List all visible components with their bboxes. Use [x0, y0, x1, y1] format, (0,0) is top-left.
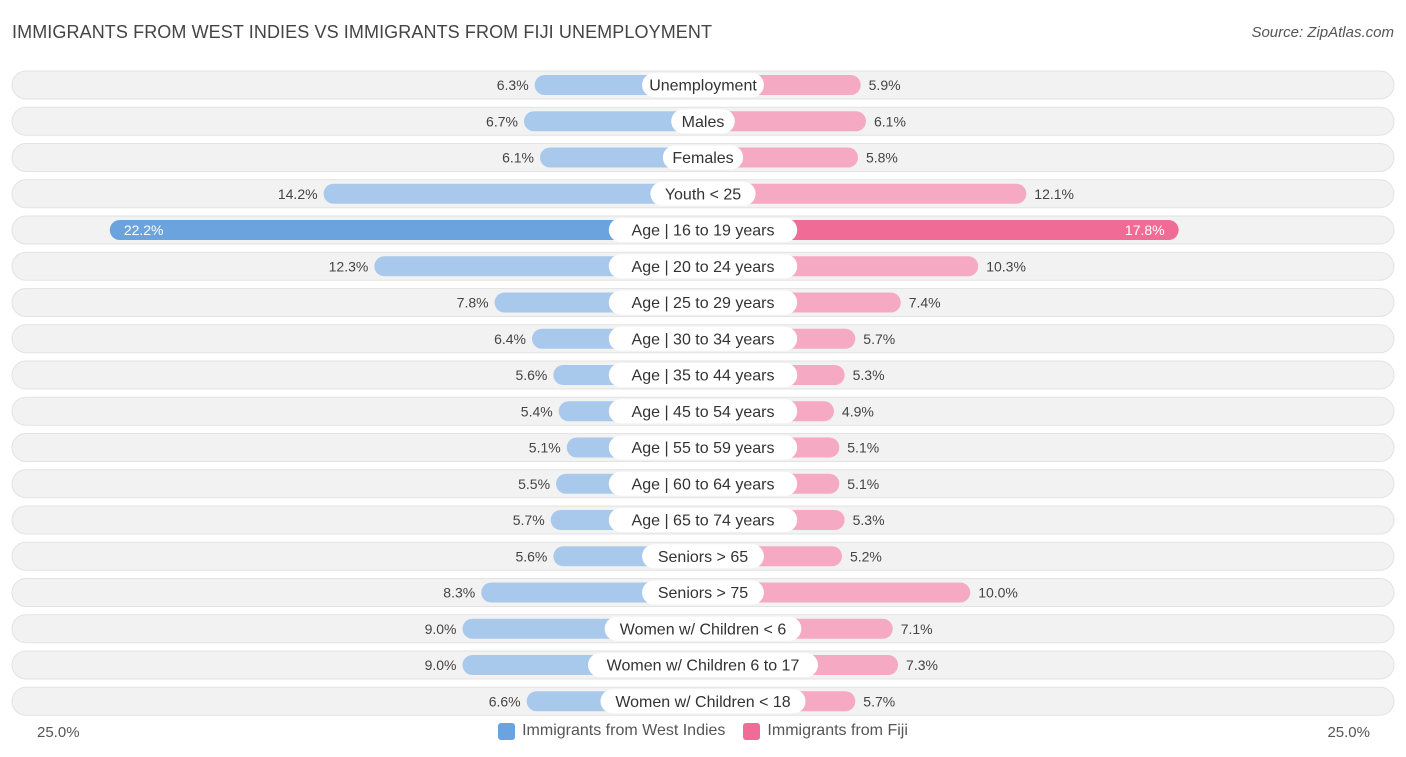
category-label-background: [608, 399, 798, 424]
category-label-background: [662, 145, 744, 170]
category-label-background: [600, 689, 806, 714]
value-label-west-indies: 6.1%: [502, 150, 534, 166]
bar-fiji: [703, 220, 1179, 240]
category-label: Age | 45 to 54 years: [632, 404, 775, 421]
axis-left-label: 25.0%: [37, 724, 80, 741]
value-label-west-indies: 9.0%: [425, 657, 457, 673]
legend-label-west-indies: Immigrants from West Indies: [522, 722, 726, 739]
value-label-fiji: 5.7%: [863, 331, 895, 347]
category-label: Age | 16 to 19 years: [632, 223, 775, 240]
value-label-west-indies: 7.8%: [457, 295, 489, 311]
category-label: Age | 25 to 29 years: [632, 295, 775, 312]
bar-west-indies: [109, 220, 704, 240]
category-label-background: [604, 616, 802, 641]
legend-item-fiji[interactable]: Immigrants from Fiji: [743, 722, 908, 740]
value-label-west-indies: 6.6%: [489, 693, 521, 709]
value-label-fiji: 5.3%: [853, 512, 885, 528]
value-label-fiji: 10.3%: [986, 258, 1026, 274]
value-label-fiji: 10.0%: [978, 585, 1018, 601]
category-label-background: [642, 73, 764, 97]
bar-west-indies: [523, 111, 703, 132]
source-label: Source: ZipAtlas.com: [1251, 24, 1394, 41]
value-label-fiji: 5.7%: [863, 693, 895, 709]
category-label-background: [671, 109, 735, 134]
category-label: Males: [682, 114, 725, 131]
category-label: Females: [672, 150, 733, 167]
legend-label-fiji: Immigrants from Fiji: [767, 722, 908, 739]
value-label-west-indies: 5.1%: [529, 440, 561, 456]
bar-west-indies: [323, 183, 703, 204]
category-label-background: [608, 435, 798, 460]
category-label: Age | 55 to 59 years: [632, 440, 775, 457]
bar-fiji: [703, 582, 971, 603]
category-label-background: [642, 580, 764, 605]
value-label-west-indies: 6.7%: [486, 113, 518, 129]
bar-fiji: [703, 111, 866, 132]
value-label-fiji: 5.1%: [847, 440, 879, 456]
category-label: Women w/ Children < 18: [615, 694, 790, 711]
bar-fiji: [703, 183, 1027, 204]
value-label-west-indies: 6.3%: [497, 77, 529, 93]
category-label-background: [608, 290, 798, 315]
category-label-background: [608, 508, 798, 532]
category-label: Age | 35 to 44 years: [632, 368, 775, 385]
value-label-fiji: 5.9%: [869, 77, 901, 93]
chart-title: IMMIGRANTS FROM WEST INDIES VS IMMIGRANT…: [12, 22, 713, 42]
value-label-west-indies: 5.6%: [515, 367, 547, 383]
value-label-fiji: 5.2%: [850, 548, 882, 564]
bar-west-indies: [540, 147, 703, 168]
value-label-west-indies: 9.0%: [425, 621, 457, 637]
category-label: Seniors > 65: [658, 549, 748, 566]
category-label: Women w/ Children < 6: [620, 621, 787, 638]
value-label-fiji: 5.3%: [853, 367, 885, 383]
value-label-west-indies: 12.3%: [329, 258, 369, 274]
category-label: Age | 65 to 74 years: [632, 513, 775, 530]
value-label-fiji: 7.3%: [906, 657, 938, 673]
category-label-background: [608, 254, 798, 279]
value-label-fiji: 7.1%: [901, 621, 933, 637]
value-label-west-indies: 14.2%: [278, 186, 318, 202]
legend-swatch-west-indies: [498, 722, 516, 740]
value-label-fiji: 5.8%: [866, 150, 898, 166]
legend-item-west-indies[interactable]: Immigrants from West Indies: [498, 722, 725, 740]
value-label-fiji: 7.4%: [909, 295, 941, 311]
value-label-west-indies: 5.4%: [521, 403, 553, 419]
category-label: Youth < 25: [665, 186, 741, 203]
value-label-west-indies: 22.2%: [124, 222, 164, 238]
category-label: Age | 60 to 64 years: [632, 476, 775, 493]
legend-swatch-fiji: [743, 722, 761, 740]
value-label-west-indies: 5.7%: [513, 512, 545, 528]
category-label-background: [608, 218, 798, 242]
category-label-background: [608, 363, 798, 387]
axis-right-label: 25.0%: [1327, 724, 1370, 741]
value-label-west-indies: 6.4%: [494, 331, 526, 347]
category-label-background: [650, 181, 756, 206]
value-label-west-indies: 8.3%: [443, 585, 475, 601]
value-label-fiji: 17.8%: [1125, 222, 1165, 238]
category-label: Age | 20 to 24 years: [632, 259, 775, 276]
category-label-background: [642, 544, 764, 569]
value-label-west-indies: 5.5%: [518, 476, 550, 492]
value-label-fiji: 4.9%: [842, 403, 874, 419]
category-label-background: [608, 326, 798, 351]
category-label-background: [588, 653, 818, 677]
value-label-fiji: 5.1%: [847, 476, 879, 492]
value-label-fiji: 12.1%: [1034, 186, 1074, 202]
category-label: Unemployment: [649, 78, 757, 95]
value-label-fiji: 6.1%: [874, 113, 906, 129]
category-label: Age | 30 to 34 years: [632, 331, 775, 348]
category-label: Seniors > 75: [658, 585, 748, 602]
value-label-west-indies: 5.6%: [515, 548, 547, 564]
category-label: Women w/ Children 6 to 17: [607, 658, 800, 675]
category-label-background: [608, 471, 798, 496]
legend: Immigrants from West Indies Immigrants f…: [0, 722, 1406, 740]
